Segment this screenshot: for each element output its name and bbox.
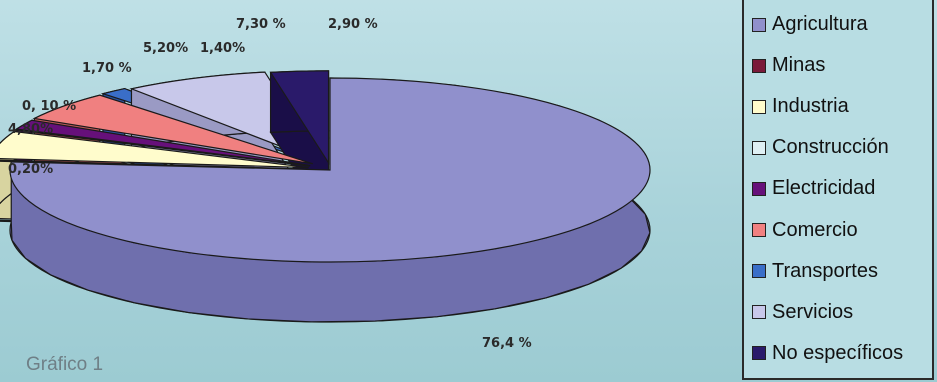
legend-entry: Industria — [752, 95, 932, 118]
legend-entry: Construcción — [752, 136, 932, 159]
legend-label: No específicos — [772, 341, 904, 364]
legend-entry: Transportes — [752, 260, 932, 283]
slice-top — [269, 70, 330, 165]
legend-label: Construcción — [772, 136, 889, 159]
data-label-no-espec-ficos: 2,90 % — [328, 17, 378, 32]
legend-entry: Comercio — [752, 219, 932, 242]
legend-swatch — [752, 140, 766, 155]
slice-top — [13, 128, 310, 167]
data-label-construcci-n: 0, 10 % — [22, 99, 76, 114]
data-label-agricultura: 76,4 % — [482, 336, 532, 351]
legend-label: Servicios — [772, 300, 854, 323]
slice-top — [9, 77, 651, 263]
data-label-minas: 0,20% — [8, 162, 53, 177]
legend-entry: Minas — [752, 54, 932, 77]
legend-entry: Electricidad — [752, 177, 932, 200]
legend-swatch — [752, 305, 766, 320]
legend-swatch — [752, 58, 766, 73]
slice-top — [0, 130, 309, 169]
legend-swatch — [752, 223, 766, 238]
chart-caption: Gráfico 1 — [26, 354, 103, 375]
legend-entry: Servicios — [752, 301, 932, 324]
data-label-industria: 4,80% — [8, 122, 53, 137]
legend-swatch — [752, 264, 766, 279]
legend-entry: Agricultura — [752, 13, 932, 36]
legend-swatch — [752, 99, 766, 114]
legend-swatch — [752, 181, 766, 196]
legend-swatch — [752, 346, 766, 361]
pie-chart: 76,4 % 0,20% 4,80% 0, 10 % 1,70 % 5,20% 1,40% 7… — [0, 17, 651, 375]
legend-label: Industria — [772, 95, 849, 118]
data-label-transportes: 1,40% — [200, 41, 245, 56]
legend-entry: No específicos — [752, 342, 932, 365]
legend-label: Comercio — [772, 218, 858, 241]
legend-label: Electricidad — [772, 177, 876, 200]
slice-top — [32, 94, 314, 165]
slice-agricultura — [9, 77, 651, 323]
legend-label: Transportes — [772, 259, 878, 282]
percent-labels: 76,4 % 0,20% 4,80% 0, 10 % 1,70 % 5,20% 1,40% 7… — [8, 17, 532, 351]
pie-slices — [0, 70, 651, 323]
legend: Agricultura Minas Industria Construcción Ele… — [742, 0, 934, 380]
legend-swatch — [752, 17, 766, 32]
legend-label: Agricultura — [772, 13, 868, 36]
data-label-comercio: 5,20% — [143, 41, 188, 56]
data-label-electricidad: 1,70 % — [82, 61, 132, 76]
data-label-servicios: 7,30 % — [236, 17, 286, 32]
legend-label: Minas — [772, 54, 826, 77]
